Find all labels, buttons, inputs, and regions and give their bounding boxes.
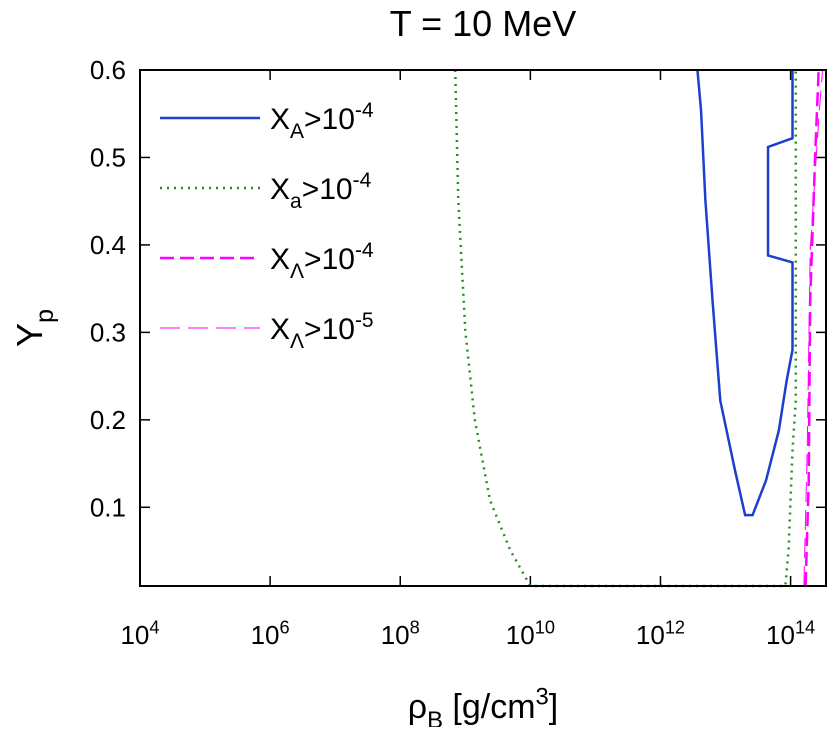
legend-label: XA>10-4​ [270, 99, 374, 143]
x-axis-label: ρB [g/cm3] [408, 683, 559, 727]
chart-title: T = 10 MeV [390, 3, 576, 44]
y-tick-label: 0.3 [90, 317, 126, 347]
x-tick-label: 1010​ [506, 618, 555, 650]
x-tick-label: 106​ [251, 618, 290, 650]
y-tick-label: 0.4 [90, 230, 126, 260]
y-tick-label: 0.6 [90, 55, 126, 85]
x-tick-label: 104​ [120, 618, 159, 650]
y-tick-label: 0.2 [90, 405, 126, 435]
legend-label: XΛ>10-5​ [270, 309, 374, 353]
series-line [804, 69, 820, 587]
y-axis-label: Yp​ [9, 309, 59, 347]
plot-frame [139, 69, 827, 587]
x-tick-label: 1014​ [766, 618, 815, 650]
series-line [453, 69, 797, 588]
series-line [803, 69, 824, 587]
x-tick-label: 108​ [381, 618, 420, 650]
y-tick-label: 0.5 [90, 142, 126, 172]
legend-label: XΛ>10-4​ [270, 239, 374, 283]
x-tick-label: 1012​ [636, 618, 685, 650]
series-line [696, 69, 794, 517]
legend-label: Xa>10-4​ [270, 169, 372, 213]
y-tick-label: 0.1 [90, 492, 126, 522]
